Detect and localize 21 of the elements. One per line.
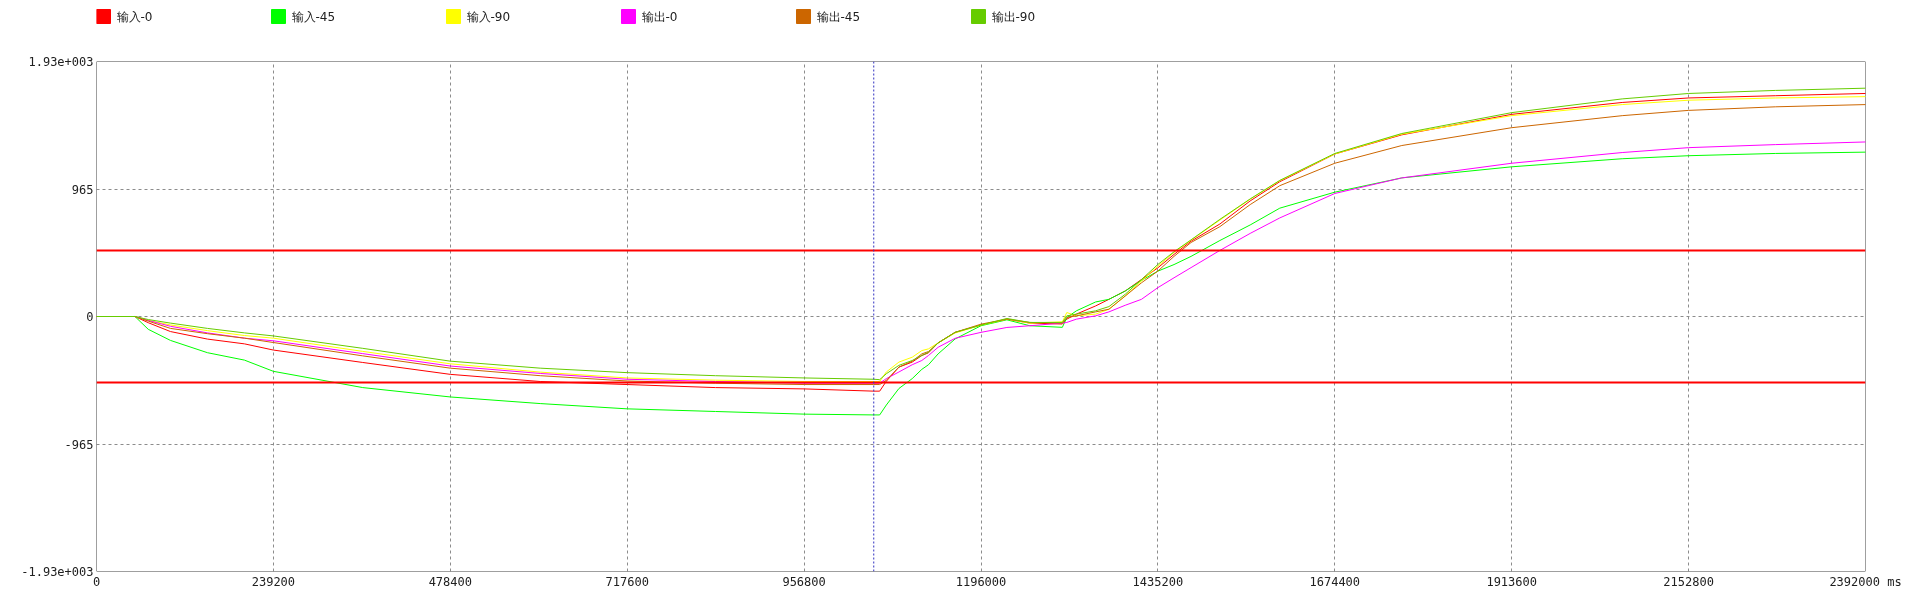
legend-label: 输入-90 <box>466 9 511 24</box>
x-tick-label: 956800 <box>782 574 826 589</box>
x-tick-label: 1435200 <box>1132 574 1184 589</box>
legend-label: 输出-45 <box>816 9 861 24</box>
y-tick-label: 965 <box>71 182 94 197</box>
x-tick-label: 1196000 <box>955 574 1007 589</box>
legend-label: 输出-90 <box>991 9 1036 24</box>
legend-label: 输入-0 <box>116 9 153 24</box>
y-tick-label: -1.93e+003 <box>21 565 94 579</box>
x-tick-label: 2392000 ms <box>1829 574 1902 589</box>
x-tick-label: 239200 <box>251 574 296 589</box>
legend-label: 输入-45 <box>291 9 336 24</box>
x-tick-label: 717600 <box>605 574 649 589</box>
legend-label: 输出-0 <box>641 9 678 24</box>
y-tick-label: 1.93e+003 <box>28 55 94 69</box>
x-tick-label: 1674400 <box>1309 574 1361 589</box>
x-tick-label: 2152800 <box>1663 574 1714 589</box>
y-tick-label: 0 <box>86 310 94 324</box>
x-tick-label: 478400 <box>428 574 472 589</box>
y-tick-label: -965 <box>64 437 94 452</box>
x-tick-label: 1913600 <box>1486 574 1537 589</box>
